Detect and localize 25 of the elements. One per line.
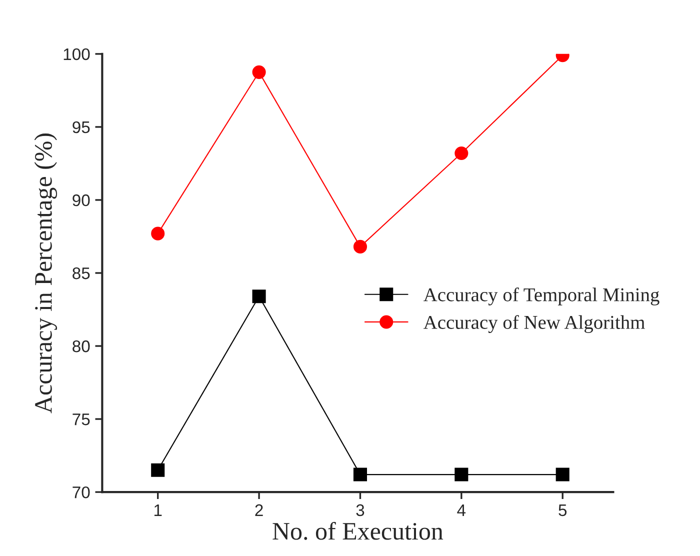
x-tick-label: 4	[457, 504, 466, 516]
point	[252, 65, 266, 79]
point	[252, 290, 266, 304]
point	[151, 463, 165, 477]
point	[454, 146, 468, 160]
y-tick-label: 90	[72, 194, 90, 206]
point	[556, 468, 570, 482]
x-axis-title: No. of Execution	[272, 522, 444, 540]
y-tick-label: 70	[72, 486, 90, 498]
y-tick-label: 80	[72, 340, 90, 352]
y-tick-label: 75	[72, 414, 90, 426]
legend-label: Accuracy of New Algorithm	[424, 315, 645, 333]
x-tick-label: 1	[154, 504, 162, 516]
point	[353, 468, 367, 482]
legend-label: Accuracy of Temporal Mining	[424, 287, 660, 306]
point	[454, 468, 468, 482]
x-tick-label: 3	[356, 504, 364, 516]
y-axis-title: Accuracy in Percentage (%)	[34, 134, 58, 414]
y-tick-label: 95	[72, 121, 90, 134]
x-tick-label: 5	[558, 504, 567, 516]
x-tick-label: 2	[255, 504, 263, 516]
y-tick-label: 100	[64, 48, 90, 60]
point	[151, 226, 165, 240]
point	[353, 240, 367, 254]
y-tick-label: 85	[72, 267, 90, 280]
